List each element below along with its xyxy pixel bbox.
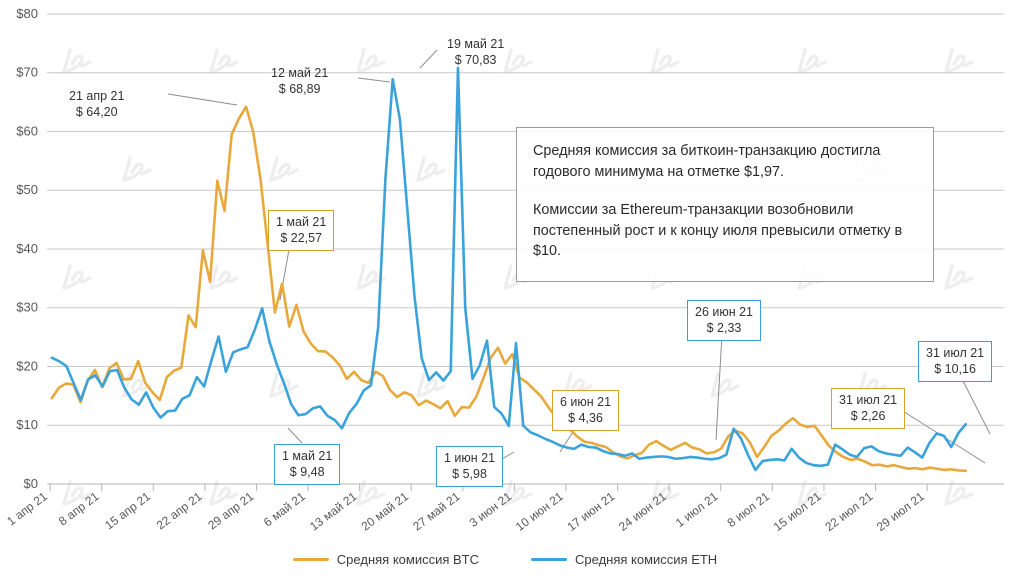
svg-text:1 июл 21: 1 июл 21 [673,489,721,530]
svg-text:$10: $10 [16,417,38,432]
annotation-value: $ 70,83 [454,53,497,67]
svg-text:$60: $60 [16,123,38,138]
annotation-date: 1 май 21 [276,215,327,229]
svg-text:24 июн 21: 24 июн 21 [616,489,669,534]
svg-text:$30: $30 [16,300,38,315]
annotation-date: 31 июл 21 [839,393,898,407]
svg-text:17 июн 21: 17 июн 21 [564,489,617,534]
annotation-date: 12 май 21 [271,66,329,80]
annotation-date: 26 июн 21 [695,305,754,319]
commentary-textbox: Средняя комиссия за биткоин-транзакцию д… [516,127,934,282]
svg-text:$0: $0 [24,476,38,491]
commentary-paragraph-1: Средняя комиссия за биткоин-транзакцию д… [533,143,881,180]
annotation-date: 21 апр 21 [69,89,125,103]
annotation-btc-peak: 21 апр 21 $ 64,20 [62,85,131,124]
annotation-date: 19 май 21 [447,37,505,51]
commentary-paragraph-2: Комиссии за Ethereum-транзакции возобнов… [533,202,903,259]
svg-text:$20: $20 [16,358,38,373]
chart-legend: Средняя комиссия BTC Средняя комиссия ET… [0,552,1010,567]
annotation-value: $ 22,57 [280,231,323,245]
annotation-btc-may1: 1 май 21 $ 22,57 [268,210,335,251]
annotation-btc-jul31: 31 июл 21 $ 2,26 [831,388,906,429]
annotation-btc-jun6: 6 июн 21 $ 4,36 [552,390,620,431]
x-axis-tick-labels: 1 апр 21 8 апр 21 15 апр 21 22 апр 21 29 апр… [4,489,927,534]
annotation-eth-jun1: 1 июн 21 $ 5,98 [436,446,504,487]
svg-text:6 май 21: 6 май 21 [261,489,308,529]
annotation-eth-jul31: 31 июл 21 $ 10,16 [918,341,993,382]
svg-text:13 май 21: 13 май 21 [307,489,360,533]
annotation-date: 1 май 21 [282,449,333,463]
legend-label-btc: Средняя комиссия BTC [336,552,479,567]
annotation-value: $ 2,33 [706,321,742,335]
legend-item-btc: Средняя комиссия BTC [292,552,479,567]
series-lines [50,66,968,473]
svg-text:$70: $70 [16,65,38,80]
svg-text:15 апр 21: 15 апр 21 [102,489,153,532]
svg-text:1 апр 21: 1 апр 21 [4,489,50,528]
annotation-eth-peak-2: 19 май 21 $ 70,83 [440,33,511,72]
legend-label-eth: Средняя комиссия ETH [575,552,718,567]
legend-item-eth: Средняя комиссия ETH [531,552,717,567]
svg-text:$50: $50 [16,182,38,197]
svg-text:27 май 21: 27 май 21 [410,489,463,533]
annotation-value: $ 9,48 [289,465,325,479]
annotation-date: 6 июн 21 [560,395,612,409]
svg-text:3 июн 21: 3 июн 21 [467,489,515,530]
svg-text:8 июл 21: 8 июл 21 [724,489,772,530]
svg-text:$40: $40 [16,241,38,256]
legend-swatch-btc [292,557,329,562]
svg-text:15 июл 21: 15 июл 21 [771,489,824,534]
annotation-eth-may1: 1 май 21 $ 9,48 [274,444,341,485]
annotation-value: $ 5,98 [452,467,487,481]
y-axis-tick-labels: $0 $10 $20 $30 $40 $50 $60 $70 $80 [16,6,38,491]
annotation-value: $ 2,26 [850,409,886,423]
annotation-eth-peak-1: 12 май 21 $ 68,89 [264,62,335,101]
svg-text:22 июл 21: 22 июл 21 [822,489,875,534]
annotation-leader-lines [167,49,991,464]
svg-text:29 июл 21: 29 июл 21 [874,489,927,534]
annotation-value: $ 64,20 [75,105,118,119]
annotation-value: $ 10,16 [934,362,976,376]
annotation-date: 31 июл 21 [926,346,985,360]
annotation-date: 1 июн 21 [444,451,496,465]
annotation-eth-jun26: 26 июн 21 $ 2,33 [687,300,762,341]
svg-text:22 апр 21: 22 апр 21 [154,489,205,532]
svg-text:$80: $80 [16,6,38,21]
legend-swatch-eth [531,557,567,562]
annotation-value: $ 4,36 [568,411,603,425]
annotation-value: $ 68,89 [278,82,321,96]
